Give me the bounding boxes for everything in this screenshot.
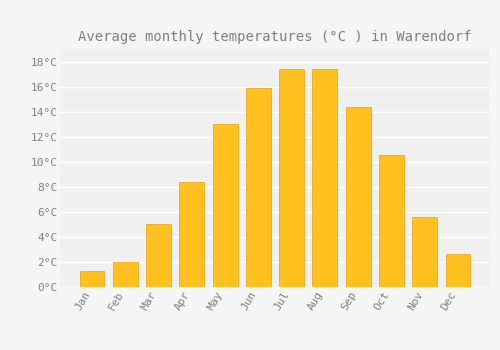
Bar [346,107,370,287]
Bar [379,155,404,287]
Title: Average monthly temperatures (°C ) in Warendorf: Average monthly temperatures (°C ) in Wa… [78,30,472,44]
Bar [80,271,104,287]
Bar [279,69,304,287]
Bar [312,69,338,287]
Bar [212,124,238,287]
Bar [146,224,171,287]
Bar [446,254,470,287]
Bar [412,217,437,287]
Bar [113,262,138,287]
Bar [180,182,204,287]
Bar [246,88,271,287]
